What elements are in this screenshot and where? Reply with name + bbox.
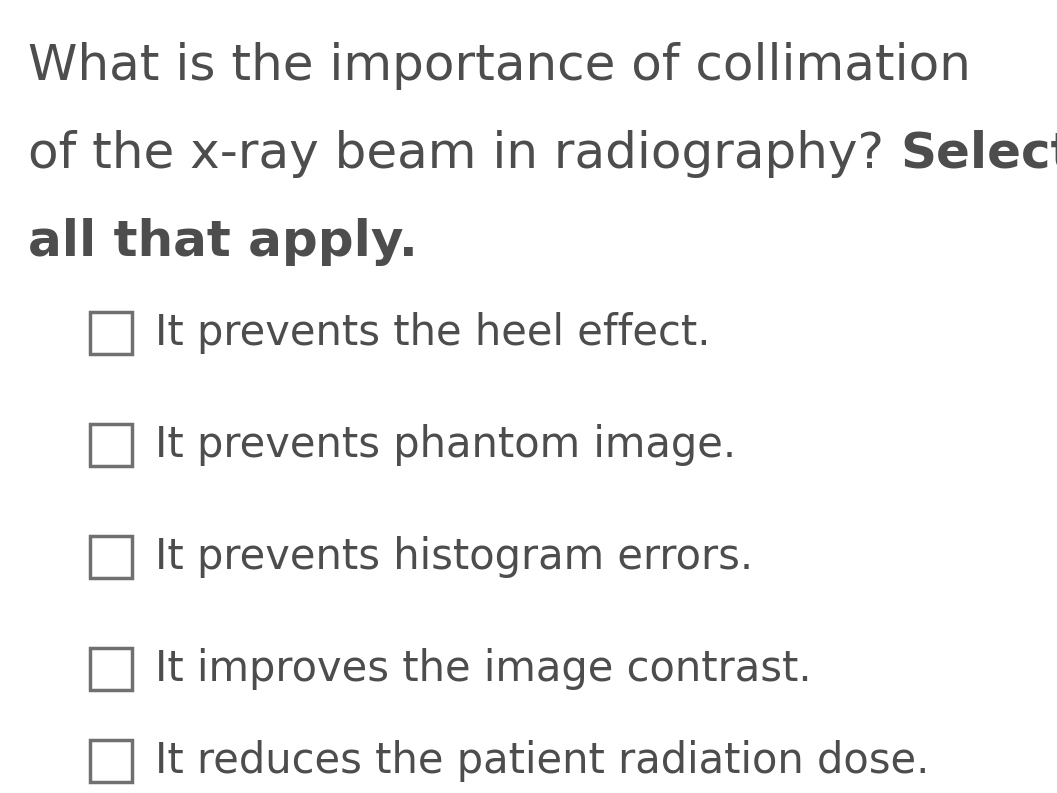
Text: all that apply.: all that apply. <box>27 218 418 266</box>
Text: It reduces the patient radiation dose.: It reduces the patient radiation dose. <box>155 740 929 782</box>
Bar <box>90 740 132 782</box>
Bar <box>90 648 132 690</box>
Text: It prevents histogram errors.: It prevents histogram errors. <box>155 536 754 578</box>
Text: It prevents phantom image.: It prevents phantom image. <box>155 424 736 466</box>
Bar <box>90 536 132 578</box>
Text: It improves the image contrast.: It improves the image contrast. <box>155 648 812 690</box>
Text: of the x-ray beam in radiography?: of the x-ray beam in radiography? <box>27 130 900 178</box>
Text: What is the importance of collimation: What is the importance of collimation <box>27 42 971 90</box>
Bar <box>90 424 132 466</box>
Text: It prevents the heel effect.: It prevents the heel effect. <box>155 312 710 354</box>
Bar <box>90 312 132 354</box>
Text: Select: Select <box>900 130 1057 178</box>
